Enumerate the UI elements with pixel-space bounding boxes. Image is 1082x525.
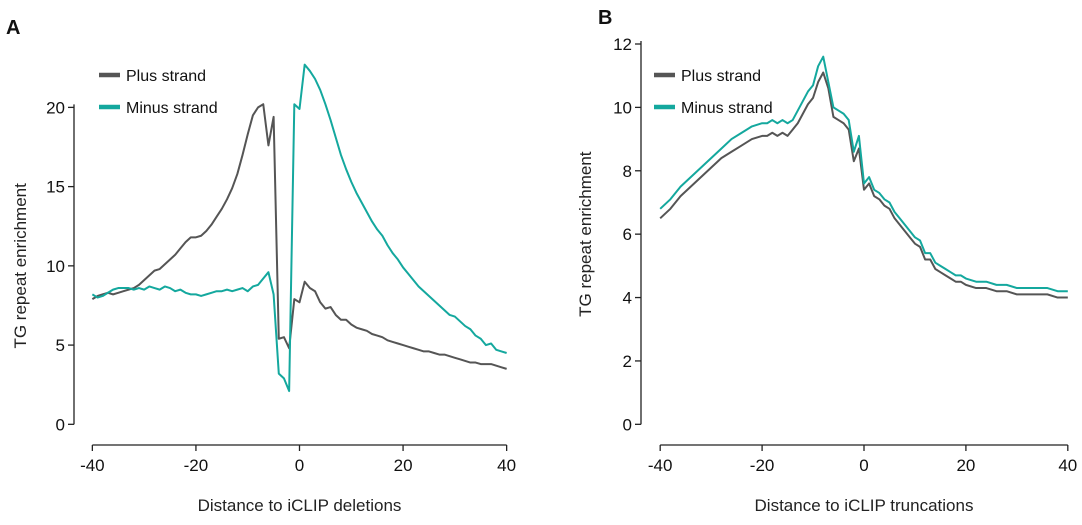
x-axis-title: Distance to iCLIP deletions: [198, 496, 402, 515]
y-tick-label: 20: [46, 98, 65, 117]
series-line-minus-strand: [91, 63, 507, 393]
panel-b: B 0 2 4 6 8 10 12 -40 -20 0 20 40 Distance to iCLIP t…: [576, 7, 1077, 515]
y-axis-title: TG repeat enrichment: [11, 183, 30, 349]
y-tick-label: 12: [613, 35, 632, 54]
x-tick-label: 20: [394, 456, 413, 475]
x-tick-label: -20: [184, 456, 209, 475]
x-axis-title: Distance to iCLIP truncations: [755, 496, 974, 515]
y-tick-label: 15: [46, 178, 65, 197]
x-tick-label: -40: [80, 456, 105, 475]
x-tick-label: 0: [295, 456, 304, 475]
x-tick-label: 40: [497, 456, 516, 475]
legend-label-minus-strand: Minus strand: [681, 100, 773, 117]
y-tick-label: 0: [56, 415, 65, 434]
series-line-minus-strand: [659, 55, 1068, 293]
series-line-plus-strand: [91, 103, 507, 370]
panel-letter: A: [6, 17, 20, 39]
legend-label-plus-strand: Plus strand: [681, 68, 761, 85]
x-tick-label: -40: [648, 456, 673, 475]
series-line-plus-strand: [659, 71, 1068, 299]
legend-label-plus-strand: Plus strand: [126, 68, 206, 85]
x-tick-label: 40: [1058, 456, 1077, 475]
y-tick-label: 8: [623, 162, 632, 181]
y-axis-title: TG repeat enrichment: [576, 151, 595, 317]
y-tick-label: 2: [623, 352, 632, 371]
x-tick-label: -20: [750, 456, 775, 475]
y-tick-label: 10: [613, 98, 632, 117]
y-tick-label: 4: [623, 289, 632, 308]
y-tick-label: 6: [623, 225, 632, 244]
x-tick-label: 0: [859, 456, 868, 475]
legend-label-minus-strand: Minus strand: [126, 100, 218, 117]
x-tick-label: 20: [956, 456, 975, 475]
panel-letter: B: [598, 7, 612, 29]
y-tick-label: 5: [56, 336, 65, 355]
y-tick-label: 0: [623, 415, 632, 434]
panel-a: A 0 5 10 15 20 -40 -20 0 20 40 Distance to iCLIP de…: [6, 17, 516, 515]
y-tick-label: 10: [46, 257, 65, 276]
